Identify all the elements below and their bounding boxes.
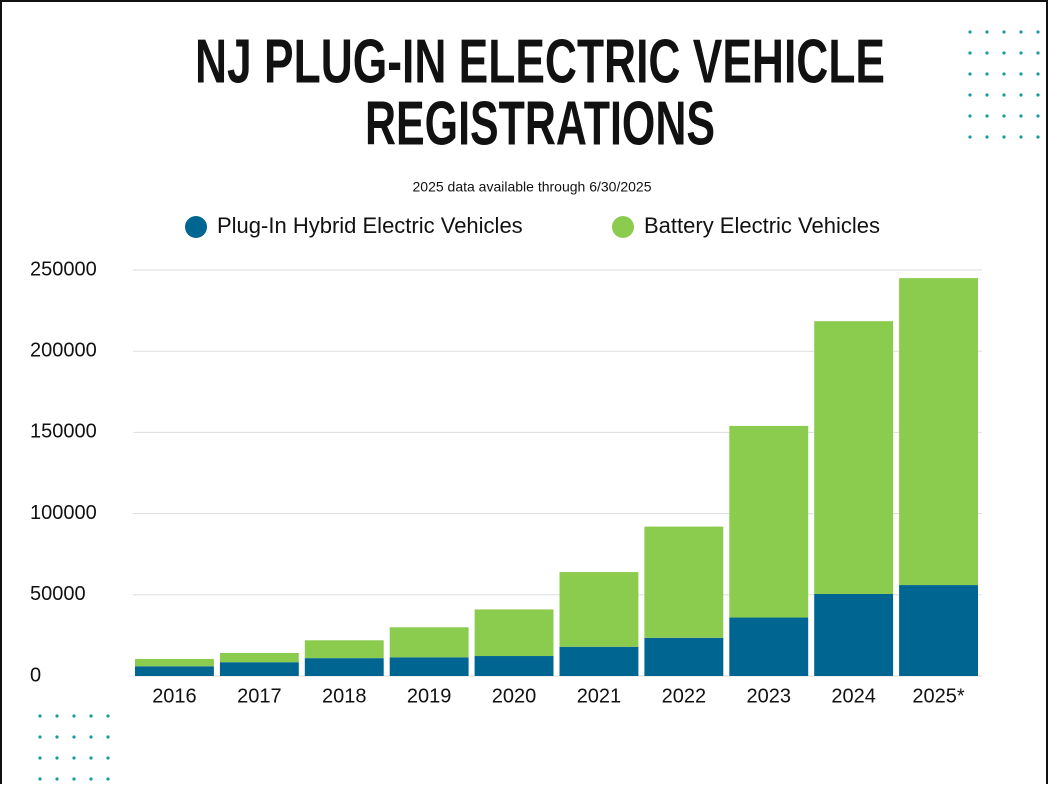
- dot: [1019, 93, 1023, 97]
- y-tick-label: 250000: [30, 258, 97, 280]
- dot: [1036, 30, 1040, 34]
- legend-swatch: [185, 216, 207, 238]
- dot: [1002, 51, 1006, 55]
- dot: [55, 735, 59, 739]
- dot: [72, 777, 76, 781]
- dot: [38, 735, 42, 739]
- dot: [1036, 114, 1040, 118]
- bar-segment: [135, 658, 214, 667]
- dot: [1036, 93, 1040, 97]
- dot: [106, 777, 110, 781]
- y-tick-label: 200000: [30, 339, 97, 361]
- dot: [1019, 72, 1023, 76]
- dot: [968, 51, 972, 55]
- bar-segment: [474, 609, 554, 657]
- dot: [1036, 135, 1040, 139]
- legend-label: Battery Electric Vehicles: [644, 213, 880, 238]
- bar-segment: [474, 656, 554, 676]
- x-tick-label: 2019: [407, 685, 452, 707]
- y-tick-label: 50000: [30, 583, 86, 605]
- bar-segment: [135, 666, 214, 676]
- dot: [89, 735, 93, 739]
- bar-segment: [389, 657, 469, 676]
- bar-segment: [644, 637, 724, 676]
- bar-segment: [729, 425, 809, 618]
- dot: [1019, 114, 1023, 118]
- dot: [968, 30, 972, 34]
- dot: [89, 777, 93, 781]
- bar-segment: [304, 658, 384, 676]
- dot: [1036, 72, 1040, 76]
- dot: [106, 735, 110, 739]
- y-tick-label: 0: [30, 664, 41, 686]
- x-tick-label: 2023: [747, 685, 792, 707]
- x-tick-label: 2018: [322, 685, 367, 707]
- chart-title: NJ PLUG-IN ELECTRIC VEHICLE: [195, 27, 885, 96]
- chart-title: REGISTRATIONS: [365, 89, 715, 158]
- dot: [985, 51, 989, 55]
- dot: [985, 72, 989, 76]
- dot: [1019, 30, 1023, 34]
- bar-segment: [814, 593, 894, 676]
- bar-segment: [559, 572, 639, 647]
- dot: [106, 714, 110, 718]
- dot: [1002, 93, 1006, 97]
- y-tick-label: 150000: [30, 421, 97, 443]
- dot: [968, 135, 972, 139]
- dot: [72, 756, 76, 760]
- dot: [985, 30, 989, 34]
- dot: [89, 756, 93, 760]
- legend-swatch: [612, 216, 634, 238]
- dot: [985, 135, 989, 139]
- bar-segment: [814, 321, 894, 594]
- dot: [55, 714, 59, 718]
- dot: [38, 777, 42, 781]
- dot: [1002, 30, 1006, 34]
- bar-segment: [644, 526, 724, 638]
- x-tick-label: 2020: [492, 685, 537, 707]
- dot: [968, 93, 972, 97]
- bar-segment: [899, 278, 978, 586]
- dot: [985, 114, 989, 118]
- bar-segment: [219, 662, 299, 676]
- dot: [72, 735, 76, 739]
- dot: [106, 756, 110, 760]
- dot: [985, 93, 989, 97]
- dot: [1019, 135, 1023, 139]
- decoration: [38, 30, 1040, 781]
- bar-segment: [304, 640, 384, 659]
- dot: [38, 714, 42, 718]
- bar-segment: [559, 646, 639, 676]
- bar-segment: [219, 652, 299, 663]
- legend-label: Plug-In Hybrid Electric Vehicles: [217, 213, 523, 238]
- x-tick-label: 2025*: [912, 685, 964, 707]
- dot: [1019, 51, 1023, 55]
- bar-segment: [899, 585, 978, 676]
- dot: [38, 756, 42, 760]
- x-tick-label: 2024: [831, 685, 876, 707]
- dot: [1002, 135, 1006, 139]
- dot: [1002, 114, 1006, 118]
- x-tick-label: 2021: [577, 685, 622, 707]
- subtitle: 2025 data available through 6/30/2025: [413, 179, 652, 195]
- dot: [89, 714, 93, 718]
- x-tick-label: 2016: [152, 685, 197, 707]
- dot: [968, 72, 972, 76]
- dot: [55, 777, 59, 781]
- x-tick-label: 2022: [662, 685, 707, 707]
- dot: [1036, 51, 1040, 55]
- dot: [1002, 72, 1006, 76]
- x-tick-label: 2017: [237, 685, 282, 707]
- y-tick-label: 100000: [30, 502, 97, 524]
- dot: [55, 756, 59, 760]
- dot: [968, 114, 972, 118]
- bar-segment: [729, 617, 809, 676]
- dot: [72, 714, 76, 718]
- bar-segment: [389, 627, 469, 658]
